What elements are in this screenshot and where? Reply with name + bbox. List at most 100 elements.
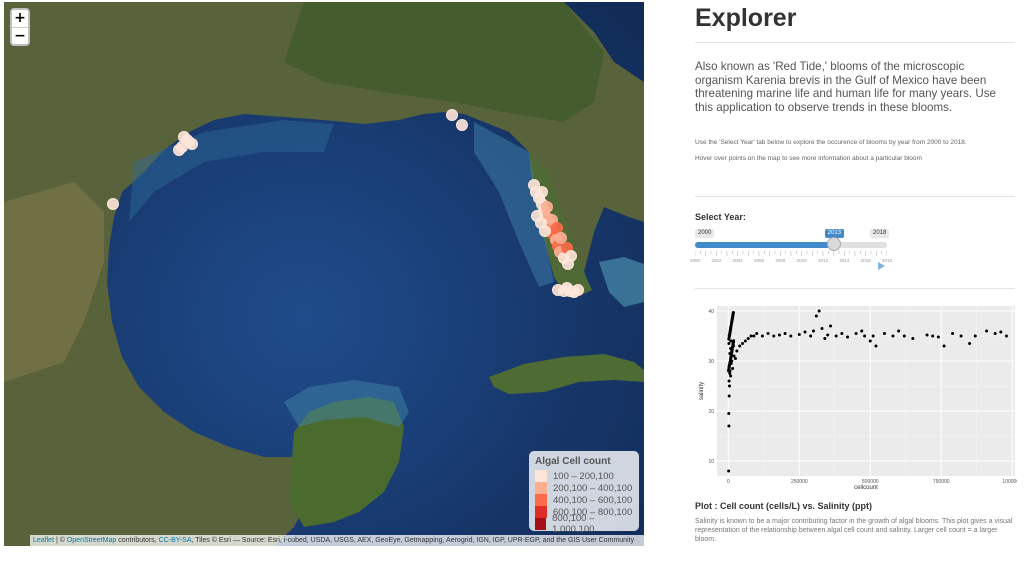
data-point — [860, 329, 864, 333]
x-tick-label: 500000 — [862, 479, 879, 485]
data-point — [738, 344, 742, 348]
bloom-marker[interactable] — [186, 138, 198, 150]
data-point — [727, 368, 731, 372]
land-cuba — [489, 354, 644, 394]
data-point — [746, 337, 750, 340]
data-point — [731, 344, 735, 348]
data-point — [817, 309, 821, 313]
osm-link[interactable]: OpenStreetMap — [66, 537, 117, 544]
divider — [695, 288, 1015, 289]
y-tick-label: 40 — [708, 309, 714, 315]
data-point — [797, 333, 801, 336]
bloom-marker[interactable] — [456, 119, 468, 131]
slider-tick-label: 2010 — [796, 258, 807, 263]
y-axis-label: salinity — [699, 382, 705, 400]
bloom-marker[interactable] — [541, 201, 553, 213]
leaflet-link[interactable]: Leaflet — [33, 537, 55, 544]
land-yucatan — [289, 397, 404, 527]
data-point — [871, 334, 875, 338]
data-point — [743, 339, 747, 343]
page-title: Explorer — [695, 4, 797, 32]
legend-title: Algal Cell count — [535, 456, 611, 467]
data-point — [863, 334, 867, 338]
data-point — [993, 332, 997, 335]
data-point — [729, 355, 733, 359]
data-point — [826, 333, 830, 337]
title-divider — [695, 42, 1015, 43]
data-point — [936, 335, 940, 339]
slider-handle[interactable] — [826, 237, 841, 251]
bloom-marker[interactable] — [539, 225, 551, 237]
bloom-marker[interactable] — [536, 186, 548, 198]
slider-ticks — [695, 251, 887, 256]
data-point — [727, 384, 731, 388]
bloom-marker[interactable] — [565, 250, 577, 262]
data-point — [854, 332, 858, 335]
zoom-out-button[interactable]: − — [12, 27, 28, 44]
data-point — [730, 318, 734, 322]
data-point — [729, 374, 733, 378]
data-point — [727, 334, 731, 338]
legend-swatch — [535, 482, 547, 494]
legend-item: 600,100 – 800,100 — [535, 506, 633, 518]
legend-item: 100 – 200,100 — [535, 470, 633, 482]
data-point — [973, 334, 977, 338]
data-point — [727, 342, 731, 345]
data-point — [760, 334, 764, 338]
data-point — [803, 330, 807, 334]
intro-text: Also known as 'Red Tide,' blooms of the … — [695, 60, 996, 114]
legend-item: 200,100 – 400,100 — [535, 482, 633, 494]
legend-swatch — [535, 518, 547, 530]
slider-tick-label: 2012 — [817, 258, 829, 263]
bloom-marker[interactable] — [173, 144, 185, 156]
data-point — [846, 335, 850, 339]
data-point — [766, 332, 770, 335]
data-point — [874, 344, 878, 348]
license-link[interactable]: CC-BY-SA — [158, 537, 192, 544]
data-point — [829, 324, 833, 328]
bloom-marker[interactable] — [572, 284, 584, 296]
data-point — [732, 339, 736, 343]
slider-tick-label: 2014 — [839, 258, 850, 263]
salinity-scatter-plot: 0 250000 500000 750000 1000000 10 20 30 40 cellco… — [699, 306, 1017, 491]
bloom-marker[interactable] — [446, 109, 458, 121]
slider-fill — [695, 242, 834, 248]
data-point — [749, 334, 753, 338]
data-point — [820, 327, 824, 330]
x-tick-label: 1000000 — [1002, 479, 1017, 485]
data-point — [840, 332, 844, 335]
data-point — [752, 334, 756, 338]
bloom-marker[interactable] — [555, 232, 567, 244]
slider-max-label: 2018 — [870, 229, 890, 238]
data-point — [735, 349, 739, 353]
x-tick-label: 750000 — [933, 479, 950, 485]
slider-tick-label: 2016 — [860, 258, 871, 263]
data-point — [951, 332, 955, 335]
data-point — [727, 412, 731, 415]
attribution-sep: | © — [54, 537, 67, 544]
map-attribution: Leaflet | © OpenStreetMap contributors, … — [30, 535, 644, 546]
play-button[interactable] — [878, 262, 885, 270]
shelf-bahamas — [599, 257, 644, 307]
map-legend: Algal Cell count 100 – 200,100 200,100 – … — [529, 451, 639, 535]
select-year-label: Select Year: — [695, 212, 746, 222]
data-point — [730, 349, 734, 353]
bloom-marker[interactable] — [561, 282, 573, 294]
legend-label: 400,100 – 600,100 — [553, 494, 633, 506]
data-point — [730, 315, 734, 319]
legend-swatch — [535, 506, 547, 518]
data-point — [728, 357, 732, 361]
legend-label: 800,100 – 1,000,100 — [552, 513, 595, 535]
data-point — [1004, 334, 1008, 338]
year-slider[interactable] — [695, 237, 887, 251]
bloom-marker[interactable] — [107, 198, 119, 210]
zoom-in-button[interactable]: + — [14, 10, 26, 26]
data-point — [911, 337, 915, 340]
map-panel[interactable]: + − Algal Cell count 100 – 200,100 200,10… — [4, 2, 644, 546]
data-point — [729, 326, 733, 330]
y-tick-label: 30 — [708, 359, 714, 365]
land-desert-tone — [4, 182, 104, 382]
data-point — [755, 332, 759, 335]
shelf-florida — [474, 122, 554, 287]
bloom-marker[interactable] — [551, 222, 563, 234]
